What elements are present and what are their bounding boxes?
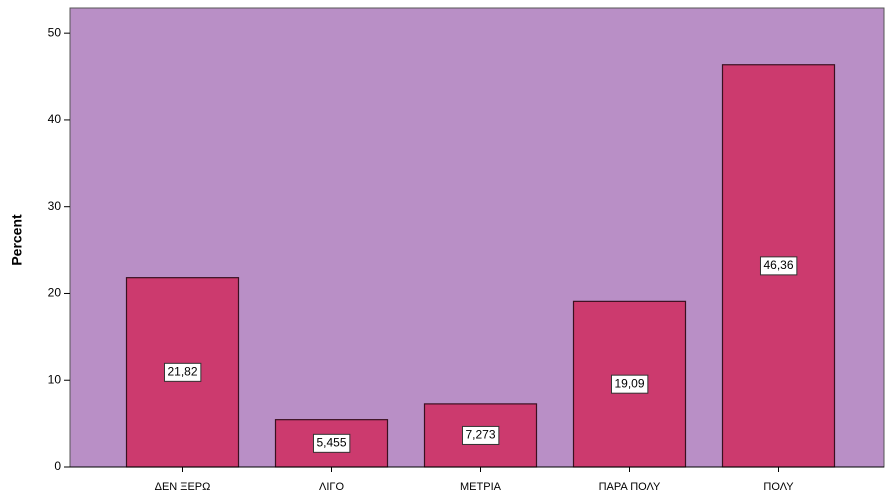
value-label: 46,36 <box>763 258 793 272</box>
y-axis-label: Percent <box>9 214 25 266</box>
value-label-box <box>163 362 202 382</box>
y-tick-label: 0 <box>54 459 61 473</box>
x-tick-label: ΛΙΓΟ <box>319 481 344 493</box>
value-label-box <box>759 256 798 276</box>
value-label: 19,09 <box>614 376 644 390</box>
y-tick-label: 20 <box>48 286 62 300</box>
y-tick-label: 10 <box>48 372 62 386</box>
value-label: 7,273 <box>465 428 495 442</box>
y-tick-label: 30 <box>48 199 62 213</box>
value-label: 5,455 <box>316 436 346 450</box>
x-tick-label: ΠΑΡΑ ΠΟΛΥ <box>599 481 661 493</box>
value-label-box <box>312 433 351 453</box>
value-label: 21,82 <box>167 365 197 379</box>
y-tick-label: 40 <box>48 112 62 126</box>
value-label-box <box>461 425 500 445</box>
y-tick-label: 50 <box>48 25 62 39</box>
value-label-box <box>610 374 649 394</box>
x-tick-label: ΜΕΤΡΙΑ <box>460 481 502 493</box>
x-tick-label: ΔΕΝ ΞΕΡΩ <box>155 481 211 493</box>
x-tick-label: ΠΟΛΥ <box>763 481 794 493</box>
